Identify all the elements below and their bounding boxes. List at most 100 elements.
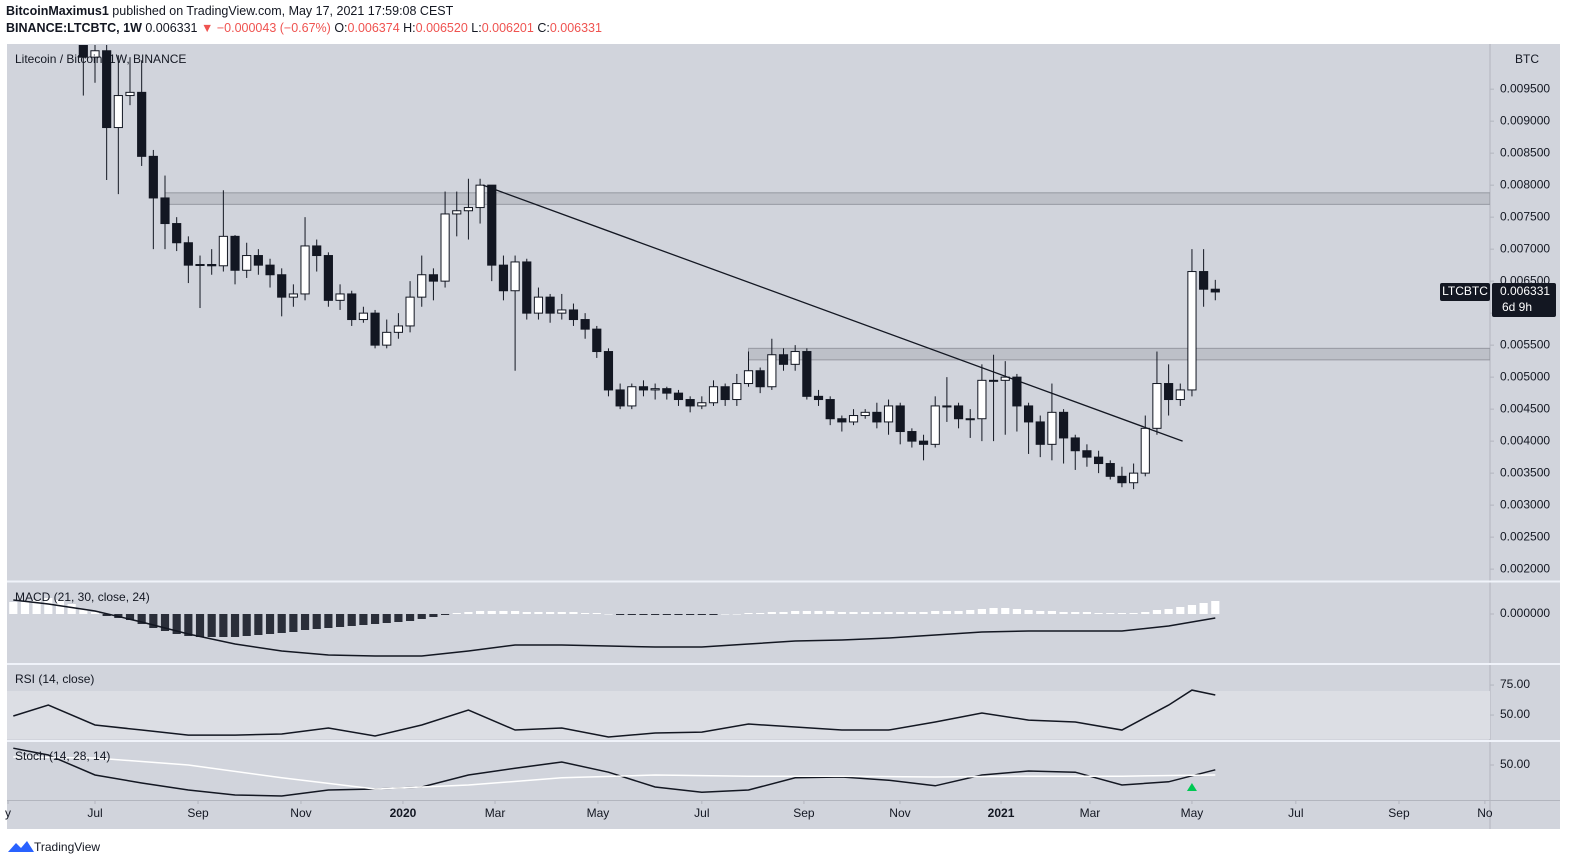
candle-body: [113, 95, 123, 129]
candle-body: [603, 351, 614, 391]
footer: TradingView: [8, 840, 100, 854]
macd-bar: [359, 614, 368, 625]
y-tick-label: 0.002000: [1500, 561, 1550, 575]
macd-bar: [814, 611, 823, 614]
macd-bar: [1164, 609, 1173, 614]
macd-bar: [230, 614, 240, 637]
candle-body: [498, 264, 509, 292]
macd-bar: [966, 610, 975, 614]
y-tick-label: 50.00: [1500, 757, 1530, 771]
candle-body: [848, 415, 859, 423]
macd-bar: [487, 611, 496, 614]
macd-bar: [160, 614, 170, 631]
symbol: BINANCE:LTCBTC, 1W: [6, 21, 142, 35]
candle-body: [323, 255, 333, 301]
macd-bar: [931, 611, 940, 614]
candle-body: [253, 255, 263, 266]
x-tick-label: 2021: [988, 806, 1015, 820]
x-tick-label: Nov: [889, 806, 910, 820]
candle-body: [755, 370, 765, 388]
y-tick-label: 0.005500: [1500, 337, 1550, 351]
resistance-zone: [748, 347, 1490, 361]
macd-bar: [744, 613, 753, 614]
y-tick-label: 0.007000: [1500, 241, 1550, 255]
macd-bar: [277, 614, 286, 633]
price-pane: [78, 45, 1490, 490]
macd-bar: [686, 614, 695, 615]
candle-body: [813, 395, 824, 401]
close: 0.006331: [550, 21, 602, 35]
candle-body: [732, 383, 742, 401]
macd-bar: [861, 612, 870, 614]
y-tick-label: 0.003000: [1500, 497, 1550, 511]
macd-bar: [1211, 601, 1220, 614]
price-badge-value: 0.006331: [1500, 284, 1550, 298]
candle-body: [160, 197, 170, 225]
pane-title: MACD (21, 30, close, 24): [15, 590, 150, 604]
macd-bar: [102, 614, 111, 616]
low: 0.006201: [482, 21, 534, 35]
pane-title: RSI (14, close): [15, 672, 94, 686]
candle-body: [638, 386, 649, 391]
macd-bar: [242, 614, 251, 636]
y-tick-label: 0.009500: [1500, 81, 1550, 95]
arrow: ▼: [201, 21, 213, 35]
candle-body: [300, 245, 310, 295]
macd-bar: [662, 614, 671, 615]
macd-bar: [756, 613, 765, 614]
currency: BTC: [1515, 52, 1539, 66]
macd-bar: [1001, 608, 1010, 614]
candle-body: [953, 405, 964, 420]
macd-bar: [79, 609, 88, 614]
macd-bar: [802, 611, 811, 614]
macd-bar: [55, 600, 65, 614]
macd-bar: [499, 611, 508, 614]
stoch-pane: [13, 747, 1216, 797]
macd-bar: [1071, 612, 1080, 614]
macd-bar: [791, 611, 800, 614]
macd-bar: [265, 614, 275, 634]
candle-body: [872, 411, 882, 423]
candle-body: [895, 405, 905, 433]
candle-body: [568, 309, 579, 321]
x-tick-label: May: [1181, 806, 1204, 820]
macd-bar: [289, 614, 298, 632]
x-tick-label: Jul: [1288, 806, 1303, 820]
candle-body: [977, 379, 987, 420]
macd-bar: [1187, 605, 1197, 614]
candle-body: [557, 309, 567, 314]
candle-body: [1082, 450, 1092, 458]
x-tick-label: Mar: [485, 806, 506, 820]
macd-bar: [651, 614, 660, 615]
rsi-pane: [7, 689, 1490, 740]
resistance-zone: [164, 192, 1490, 205]
macd-bar: [1152, 610, 1162, 614]
candle-body: [580, 319, 590, 330]
candle-body: [1000, 376, 1010, 381]
macd-bar: [1117, 613, 1127, 614]
macd-bar: [1082, 612, 1092, 614]
change: −0.000043 (−0.67%): [217, 21, 331, 35]
candle-body: [102, 50, 112, 129]
candle-body: [510, 261, 520, 292]
y-tick-label: 50.00: [1500, 707, 1530, 721]
candle-body: [1023, 405, 1034, 423]
macd-bar: [674, 614, 683, 615]
candle-body: [78, 45, 88, 58]
candle-body: [1210, 288, 1220, 293]
candle-body: [370, 312, 380, 346]
macd-bar: [1047, 611, 1056, 614]
candle-body: [883, 405, 894, 423]
candle-body: [230, 235, 240, 271]
macd-bar: [732, 614, 741, 615]
candle-body: [487, 184, 497, 266]
macd-bar: [1059, 612, 1068, 614]
macd-bar: [347, 614, 356, 626]
rsi-band: [7, 691, 1490, 740]
macd-bar: [954, 611, 963, 614]
candle-body: [1187, 271, 1197, 391]
macd-bar: [9, 602, 18, 614]
candle-body: [277, 274, 287, 298]
macd-bar: [511, 611, 520, 614]
